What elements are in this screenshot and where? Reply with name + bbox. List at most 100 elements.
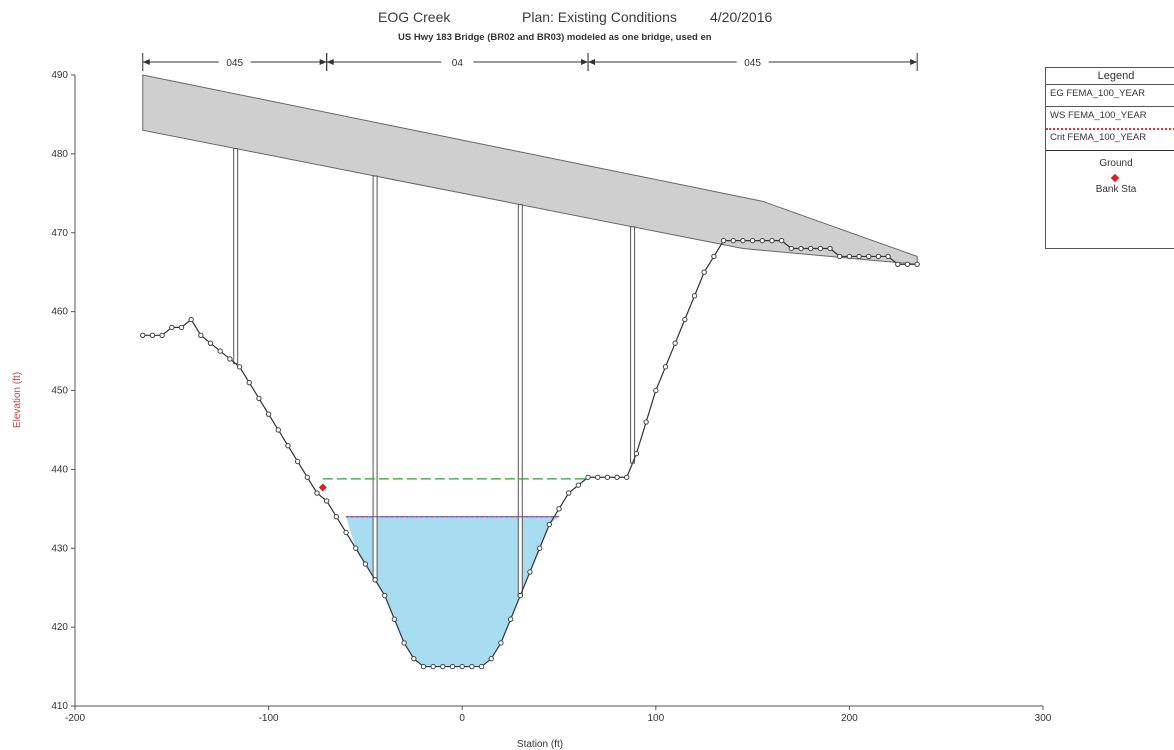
x-tick-label: 300 bbox=[1035, 713, 1052, 724]
region-label-bg bbox=[736, 56, 769, 68]
ground-point bbox=[372, 577, 378, 583]
ground-point bbox=[207, 340, 214, 346]
region-arrow-right bbox=[319, 59, 327, 65]
ground-point bbox=[701, 269, 707, 275]
region-arrow-left bbox=[588, 59, 596, 65]
ground-point bbox=[285, 443, 291, 449]
ground-point bbox=[866, 253, 872, 260]
chart-subtitle: US Hwy 183 Bridge (BR02 and BR03) modele… bbox=[398, 32, 712, 43]
legend-entry-bank: Bank Sta bbox=[1095, 184, 1137, 195]
ground-point bbox=[817, 245, 824, 252]
ground-point bbox=[682, 316, 688, 323]
ground-point bbox=[246, 379, 252, 386]
ground-point bbox=[140, 332, 146, 338]
ground-point bbox=[672, 340, 678, 346]
x-tick-label: 200 bbox=[841, 713, 858, 724]
ground-point bbox=[653, 387, 659, 394]
ground-point bbox=[740, 237, 746, 244]
ground-point bbox=[749, 237, 756, 244]
legend-ground-swatch bbox=[1046, 150, 1174, 151]
y-tick-label: 470 bbox=[51, 228, 68, 239]
ground-point bbox=[759, 237, 765, 244]
ground-point bbox=[265, 411, 272, 417]
ground-point bbox=[691, 293, 698, 299]
ground-point bbox=[507, 616, 514, 622]
region-arrow-left bbox=[326, 59, 334, 65]
ground-point bbox=[440, 663, 446, 670]
ground-point bbox=[488, 655, 494, 662]
ground-line bbox=[142, 240, 918, 668]
y-tick-label: 420 bbox=[51, 622, 68, 633]
plan-label: Plan: Existing Conditions bbox=[522, 9, 677, 25]
region-label-bg bbox=[218, 56, 251, 68]
ground-point bbox=[904, 261, 911, 267]
legend-divider bbox=[1046, 106, 1174, 107]
bridge-pier bbox=[517, 204, 523, 597]
y-tick-label: 480 bbox=[51, 149, 68, 160]
ground-point bbox=[565, 490, 572, 496]
ground-point bbox=[730, 237, 736, 244]
region-label: 04 bbox=[452, 58, 464, 69]
ground-point bbox=[807, 245, 814, 252]
ground-point bbox=[159, 332, 165, 338]
ground-point bbox=[391, 616, 398, 622]
ground-point bbox=[178, 324, 185, 331]
ground-point bbox=[517, 592, 523, 599]
ground-point bbox=[294, 458, 301, 465]
region-arrow-left bbox=[142, 59, 150, 65]
legend-title: Legend bbox=[1046, 68, 1174, 85]
y-tick-label: 460 bbox=[51, 307, 68, 318]
region-arrow-right bbox=[581, 59, 589, 65]
x-tick-label: 100 bbox=[647, 713, 664, 724]
plot-area bbox=[140, 74, 920, 670]
ground-point bbox=[798, 245, 804, 252]
ground-point bbox=[343, 529, 349, 536]
ground-point bbox=[604, 474, 611, 480]
legend-entry-eg: EG FEMA_100_YEAR bbox=[1050, 88, 1146, 99]
legend-entry-crit: Crit FEMA_100_YEAR bbox=[1050, 132, 1147, 143]
bridge-pier bbox=[233, 148, 239, 365]
axes: -200 -100 0 100 200 300 410 420 430 440 450 460 470 4… bbox=[51, 70, 1051, 724]
ground-point bbox=[527, 569, 533, 575]
ground-point bbox=[662, 364, 669, 370]
ground-point bbox=[323, 498, 330, 504]
ground-point bbox=[914, 261, 920, 267]
ground-point bbox=[236, 364, 243, 370]
legend-bank-marker bbox=[1110, 173, 1120, 183]
region-label-bg bbox=[441, 56, 474, 68]
bridge-deck bbox=[142, 74, 918, 265]
ground-point bbox=[304, 474, 311, 480]
y-tick-label: 410 bbox=[51, 701, 68, 712]
legend: Legend EG FEMA_100_YEAR WS FEMA_100_YEAR… bbox=[1045, 67, 1174, 249]
ground-point bbox=[430, 663, 436, 670]
x-tick-label: 0 bbox=[459, 713, 465, 724]
ground-point bbox=[720, 237, 727, 244]
bridge-pier bbox=[630, 226, 636, 464]
region-label: 045 bbox=[226, 58, 243, 69]
ground-point bbox=[885, 253, 891, 260]
ground-point bbox=[411, 655, 417, 662]
ground-point bbox=[188, 316, 194, 323]
y-tick-label: 440 bbox=[51, 464, 68, 475]
ground-point bbox=[614, 474, 620, 480]
water-area bbox=[346, 516, 559, 667]
x-tick-label: -100 bbox=[259, 713, 279, 724]
ground-point bbox=[169, 324, 175, 331]
ground-point bbox=[575, 482, 582, 488]
x-axis-label: Station (ft) bbox=[517, 739, 563, 750]
ground-point bbox=[333, 514, 340, 520]
legend-entry-ground: Ground bbox=[1099, 158, 1133, 169]
legend-entry-ws: WS FEMA_100_YEAR bbox=[1050, 110, 1147, 121]
ground-point bbox=[643, 419, 649, 425]
ground-point bbox=[837, 253, 843, 260]
plan-date: 4/20/2016 bbox=[710, 9, 772, 25]
ground-point bbox=[546, 521, 553, 528]
ground-point bbox=[198, 332, 204, 338]
bank-station-marker bbox=[318, 483, 327, 492]
ground-point bbox=[227, 356, 233, 362]
y-tick-label: 450 bbox=[51, 386, 68, 397]
bridge-pier bbox=[372, 175, 378, 581]
region-arrow-right bbox=[910, 59, 918, 65]
ground-point bbox=[624, 474, 630, 480]
